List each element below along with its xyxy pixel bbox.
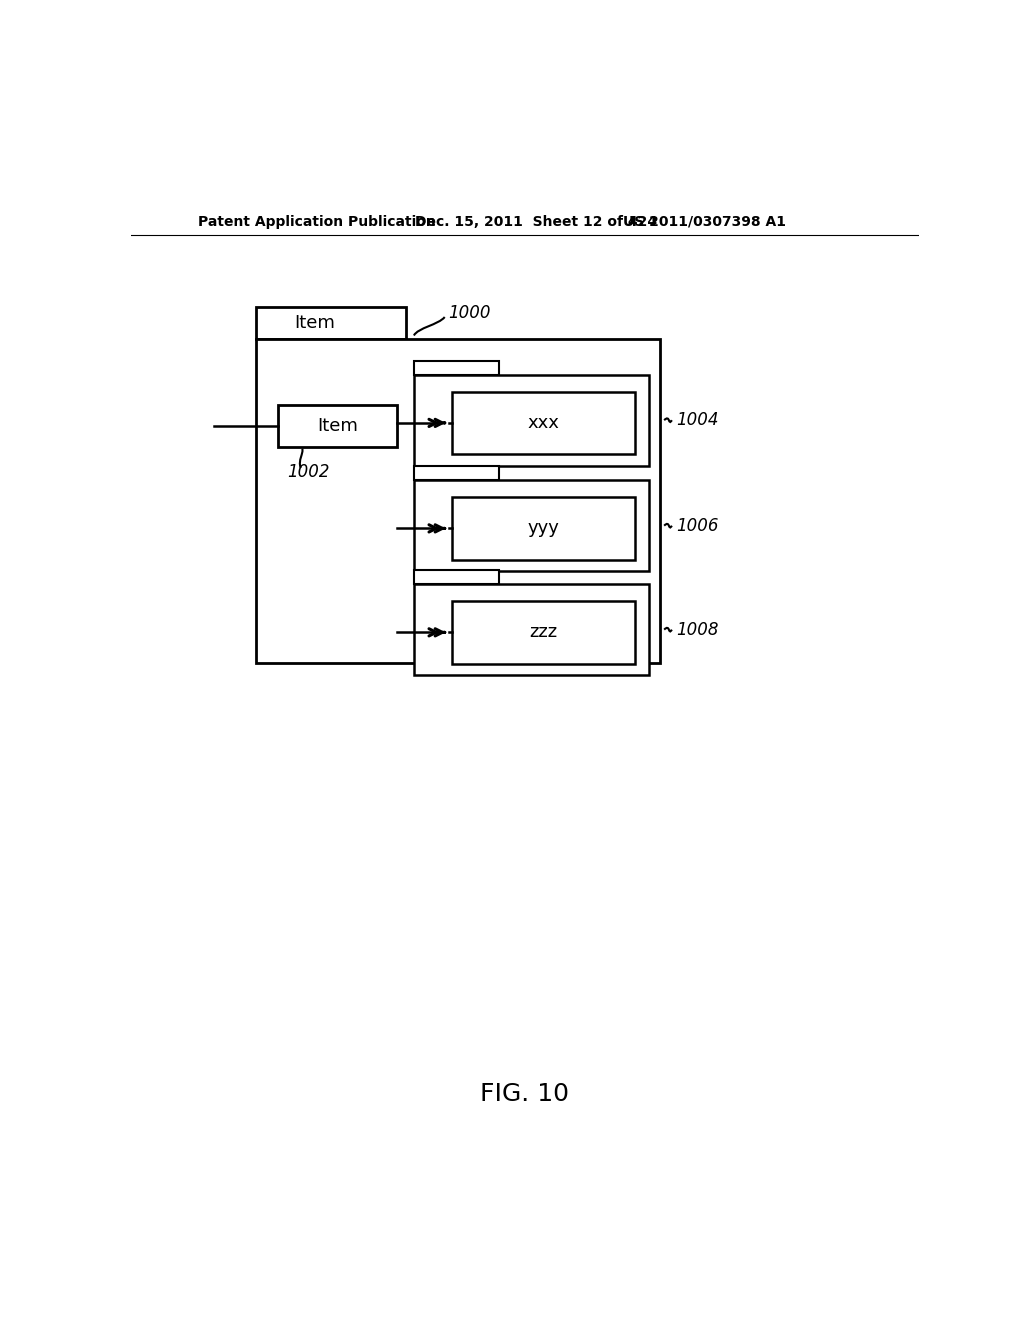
- Bar: [453, 601, 635, 664]
- Bar: [414, 360, 499, 375]
- Bar: [414, 480, 649, 572]
- Text: Item: Item: [316, 417, 357, 436]
- Bar: [414, 375, 649, 466]
- Bar: [414, 466, 499, 480]
- Text: yyy: yyy: [527, 519, 559, 537]
- Text: US 2011/0307398 A1: US 2011/0307398 A1: [624, 215, 786, 228]
- Text: 1008: 1008: [676, 620, 718, 639]
- Text: Item: Item: [295, 314, 336, 333]
- Bar: [414, 585, 649, 675]
- Text: 1002: 1002: [287, 463, 330, 480]
- Bar: [414, 570, 499, 585]
- Bar: [256, 308, 407, 339]
- Text: 1000: 1000: [449, 304, 492, 322]
- Text: zzz: zzz: [529, 623, 558, 642]
- Bar: [256, 339, 660, 663]
- Text: 1004: 1004: [676, 412, 718, 429]
- Bar: [453, 392, 635, 454]
- Text: Patent Application Publication: Patent Application Publication: [199, 215, 436, 228]
- Bar: [453, 498, 635, 560]
- Text: Dec. 15, 2011  Sheet 12 of 424: Dec. 15, 2011 Sheet 12 of 424: [416, 215, 657, 228]
- Text: 1006: 1006: [676, 516, 718, 535]
- Bar: [278, 405, 397, 447]
- Text: xxx: xxx: [527, 414, 559, 432]
- Text: FIG. 10: FIG. 10: [480, 1082, 569, 1106]
